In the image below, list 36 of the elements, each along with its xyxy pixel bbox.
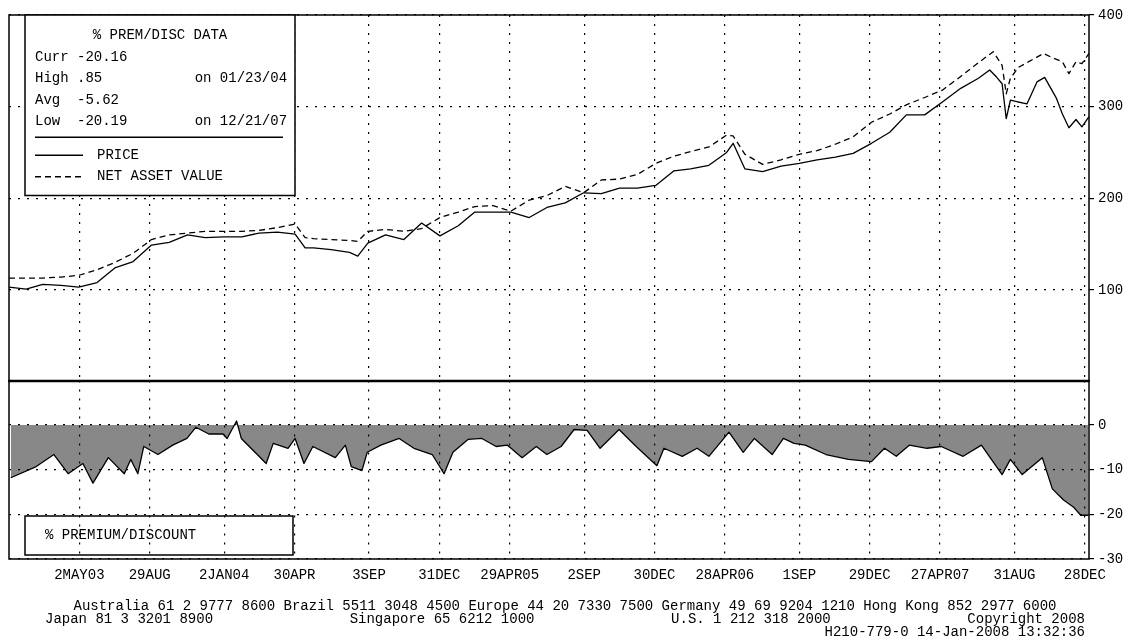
text: Japan 81 3 3201 8900 <box>45 611 214 627</box>
annotation: High .85 on 01/23/04 <box>35 70 288 87</box>
x-tick-label: 30APR <box>273 567 317 584</box>
x-tick-label: 3SEP <box>352 567 386 584</box>
y-tick-label: -30 <box>1098 550 1124 567</box>
annotation: % PREM/DISC DATA <box>92 27 228 44</box>
text: H210-779-0 14-Jan-2008 13:32:36 <box>824 624 1085 640</box>
x-tick-label: 28DEC <box>1063 567 1106 584</box>
y-tick-label: 200 <box>1098 190 1124 206</box>
annotation: Avg -5.62 <box>35 91 120 108</box>
legend-label: PRICE <box>97 146 140 163</box>
x-tick-label: 31DEC <box>418 567 461 584</box>
y-tick-label: -20 <box>1098 506 1124 523</box>
annotation: Low -20.19 on 12/21/07 <box>35 113 288 130</box>
x-tick-label: 31AUG <box>993 567 1036 584</box>
y-tick-label: 100 <box>1098 281 1124 298</box>
annotation: % PREMIUM/DISCOUNT <box>45 527 197 544</box>
annotation: Curr -20.16 <box>35 48 128 65</box>
x-tick-label: 2SEP <box>567 567 601 584</box>
y-tick-label: -10 <box>1098 461 1124 478</box>
text: U.S. 1 212 318 2000 <box>671 611 831 627</box>
text: Singapore 65 6212 1000 <box>349 611 535 627</box>
legend-label: NET ASSET VALUE <box>97 168 224 185</box>
x-tick-label: 30DEC <box>633 567 676 584</box>
x-tick-label: 27APR07 <box>910 567 970 584</box>
x-tick-label: 28APR06 <box>695 567 755 584</box>
y-tick-label: 0 <box>1098 416 1107 433</box>
x-tick-label: 1SEP <box>782 567 817 584</box>
text: Copyright 2008 <box>967 611 1085 627</box>
x-tick-label: 29DEC <box>848 567 891 584</box>
x-tick-label: 29AUG <box>128 567 171 584</box>
y-tick-label: 300 <box>1098 98 1124 115</box>
x-tick-label: 2JAN04 <box>198 567 250 584</box>
x-tick-label: 29APR05 <box>480 567 540 584</box>
y-tick-label: 400 <box>1098 6 1124 23</box>
x-tick-label: 2MAY03 <box>54 567 105 584</box>
